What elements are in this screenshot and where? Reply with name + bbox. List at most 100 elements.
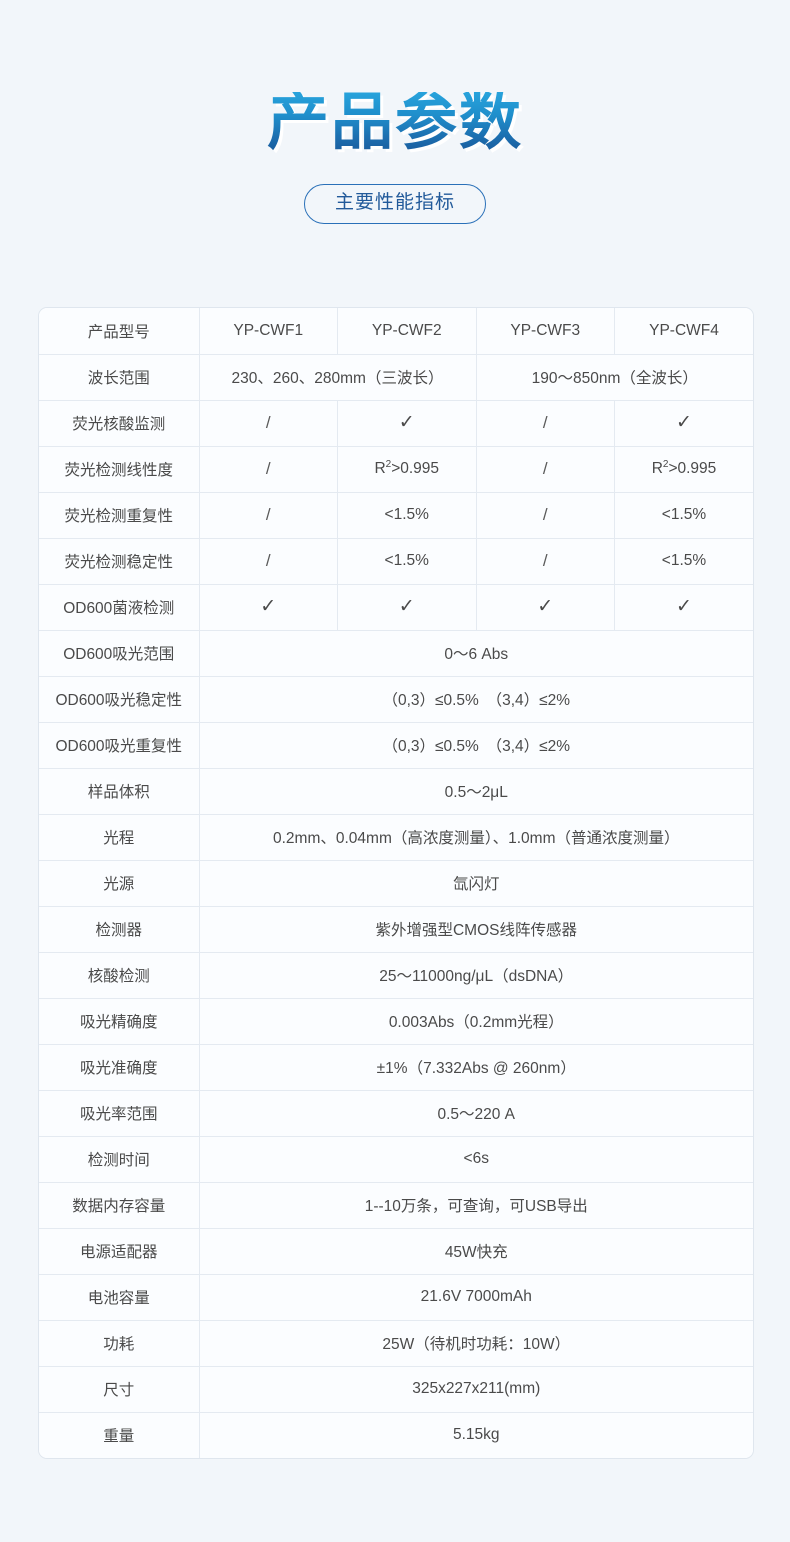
row-label: 重量: [39, 1412, 200, 1458]
cell-value: 检测时间: [87, 1152, 150, 1169]
table-row: 电源适配器 45W快充: [39, 1228, 753, 1275]
spec-table: 产品型号 YP-CWF1 YP-CWF2 YP-CWF3 YP-CWF4 波长范围 230、…: [39, 308, 753, 1458]
spec-table-container: 产品型号 YP-CWF1 YP-CWF2 YP-CWF3 YP-CWF4 波长范围 230、…: [38, 307, 754, 1459]
cell-value: 0.003Abs（0.2mm光程）: [388, 1014, 564, 1031]
cell-value: ±1%（7.332Abs @ 260nm）: [376, 1060, 576, 1077]
row-value: （0,3）≤0.5% （3,4）≤2%: [199, 722, 753, 769]
cell-value: 电池容量: [87, 1290, 150, 1307]
row-value: ✓: [614, 584, 753, 631]
cell-value: 光程: [103, 830, 135, 847]
row-value: /: [199, 446, 338, 493]
not-available-mark: /: [265, 459, 271, 478]
row-value: ±1%（7.332Abs @ 260nm）: [199, 1044, 753, 1091]
cell-value: 荧光检测重复性: [64, 508, 173, 525]
cell-value: 检测器: [95, 922, 142, 939]
table-header-row: 产品型号 YP-CWF1 YP-CWF2 YP-CWF3 YP-CWF4: [39, 308, 753, 355]
row-label: 样品体积: [39, 768, 200, 815]
check-icon: ✓: [398, 595, 415, 617]
row-label: 尺寸: [39, 1366, 200, 1413]
row-value: 325x227x211(mm): [199, 1366, 753, 1413]
row-label: 产品型号: [39, 308, 200, 355]
table-row: 波长范围 230、260、280mm（三波长） 190〜850nm（全波长）: [39, 354, 753, 401]
cell-value: 0〜6 Abs: [444, 646, 509, 663]
cell-value: <1.5%: [384, 506, 429, 523]
cell-value: 产品型号: [87, 323, 150, 341]
row-label: 光程: [39, 814, 200, 861]
row-label: OD600吸光重复性: [39, 722, 200, 769]
row-value: ✓: [337, 584, 477, 631]
row-value: 0.5〜220 A: [199, 1090, 753, 1137]
cell-value: 紫外增强型CMOS线阵传感器: [375, 922, 577, 939]
row-label: OD600吸光稳定性: [39, 676, 200, 723]
row-value: 0〜6 Abs: [199, 630, 753, 677]
row-value: 45W快充: [199, 1228, 753, 1275]
cell-value: 45W快充: [444, 1244, 508, 1261]
cell-value: 数据内存容量: [72, 1198, 166, 1215]
row-value: 5.15kg: [199, 1412, 753, 1458]
not-available-mark: /: [542, 413, 548, 432]
cell-value: 0.2mm、0.04mm（高浓度测量）、1.0mm（普通浓度测量）: [273, 830, 680, 847]
model-header: YP-CWF1: [199, 308, 338, 355]
row-value: R2>0.995: [337, 446, 477, 493]
table-row: 吸光精确度 0.003Abs（0.2mm光程）: [39, 998, 753, 1045]
table-row: 重量 5.15kg: [39, 1412, 753, 1458]
row-value: <1.5%: [337, 492, 477, 539]
row-value: /: [199, 492, 338, 539]
row-label: 检测器: [39, 906, 200, 953]
cell-value: 25〜11000ng/μL（dsDNA）: [379, 968, 574, 985]
cell-value: 21.6V 7000mAh: [420, 1288, 532, 1305]
not-available-mark: /: [542, 459, 548, 478]
check-icon: ✓: [398, 411, 415, 433]
row-label: 光源: [39, 860, 200, 907]
cell-value: 325x227x211(mm): [412, 1380, 541, 1397]
cell-value: 波长范围: [87, 370, 150, 387]
cell-value: R2>0.995: [374, 458, 440, 477]
cell-value: <1.5%: [661, 552, 707, 569]
row-value: 25〜11000ng/μL（dsDNA）: [199, 952, 753, 999]
cell-value: YP-CWF3: [510, 321, 581, 339]
row-value: /: [476, 400, 615, 447]
cell-value: 190〜850nm（全波长）: [531, 370, 698, 387]
table-row: 荧光检测线性度 / R2>0.995 / R2>0.995: [39, 446, 753, 493]
not-available-mark: /: [265, 551, 271, 570]
cell-value: YP-CWF4: [649, 321, 719, 339]
cell-value: YP-CWF1: [233, 321, 304, 339]
row-label: 电池容量: [39, 1274, 200, 1321]
cell-value: （0,3）≤0.5% （3,4）≤2%: [382, 692, 571, 709]
cell-value: 吸光准确度: [79, 1060, 158, 1077]
row-value: /: [199, 538, 338, 585]
check-icon: ✓: [537, 595, 554, 617]
row-label: 荧光检测稳定性: [39, 538, 200, 585]
table-row: 吸光率范围 0.5〜220 A: [39, 1090, 753, 1137]
row-label: 波长范围: [39, 354, 200, 401]
table-row: 光程 0.2mm、0.04mm（高浓度测量）、1.0mm（普通浓度测量）: [39, 814, 753, 861]
table-row: 尺寸 325x227x211(mm): [39, 1366, 753, 1413]
row-label: 荧光检测线性度: [39, 446, 200, 493]
row-value: <1.5%: [614, 538, 753, 585]
cell-value: 吸光率范围: [79, 1106, 158, 1123]
table-row: 核酸检测 25〜11000ng/μL（dsDNA）: [39, 952, 753, 999]
model-header: YP-CWF2: [337, 308, 477, 355]
check-icon: ✓: [676, 595, 692, 617]
check-icon: ✓: [260, 595, 277, 617]
row-label: 功耗: [39, 1320, 200, 1367]
row-value: ✓: [476, 584, 615, 631]
cell-value: 功耗: [103, 1336, 135, 1353]
table-row: OD600吸光范围 0〜6 Abs: [39, 630, 753, 677]
page-title: 产品参数: [266, 88, 523, 157]
cell-value: 电源适配器: [79, 1244, 158, 1261]
cell-value: 荧光核酸监测: [72, 416, 166, 433]
table-row: 荧光检测稳定性 / <1.5% / <1.5%: [39, 538, 753, 585]
cell-value: 5.15kg: [452, 1426, 500, 1444]
page-header: 产品参数 主要性能指标: [0, 0, 790, 224]
table-row: 样品体积 0.5〜2μL: [39, 768, 753, 815]
cell-value: OD600菌液检测: [63, 600, 175, 617]
not-available-mark: /: [542, 551, 548, 570]
table-row: OD600菌液检测 ✓ ✓ ✓ ✓: [39, 584, 753, 631]
table-row: 检测时间 <6s: [39, 1136, 753, 1183]
cell-value: 吸光精确度: [79, 1014, 158, 1031]
not-available-mark: /: [265, 413, 271, 432]
table-row: 荧光检测重复性 / <1.5% / <1.5%: [39, 492, 753, 539]
row-value: /: [476, 538, 615, 585]
table-row: 电池容量 21.6V 7000mAh: [39, 1274, 753, 1321]
